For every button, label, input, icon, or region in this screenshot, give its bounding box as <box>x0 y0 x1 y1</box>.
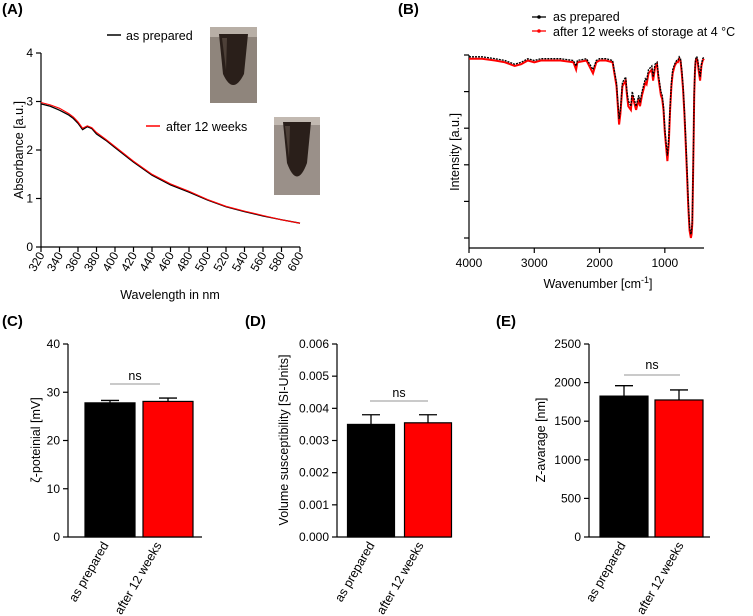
b-legend-marker-stored <box>537 29 541 33</box>
e-bar-stored <box>654 399 704 538</box>
b-xlabel-end: ] <box>649 277 652 291</box>
z-average-chart: 0 500 1000 1500 2000 2500 ns Z-avarage [nm] a… <box>534 337 710 616</box>
d-ytick-label: 0.001 <box>299 498 329 512</box>
b-legend-marker-prepared <box>537 15 541 19</box>
panel-label-a: (A) <box>2 1 23 18</box>
e-bar-prepared <box>599 395 649 538</box>
c-xlabel-prepared: as prepared <box>66 539 112 604</box>
e-ytick-label: 1000 <box>554 453 581 467</box>
d-ns-label: ns <box>392 386 405 400</box>
a-xtick-label: 580 <box>266 249 288 274</box>
a-xtick-label: 420 <box>118 249 140 274</box>
d-ytick-label: 0.004 <box>299 401 329 415</box>
panel-label-c: (C) <box>2 313 23 330</box>
e-ytick-label: 1500 <box>554 414 581 428</box>
e-ytick-label: 0 <box>574 530 581 544</box>
c-ytick-label: 40 <box>47 337 61 351</box>
b-ylabel: Intensity [a.u.] <box>448 113 462 191</box>
e-ylabel: Z-avarage [nm] <box>534 398 548 483</box>
b-xlabel-sup: -1 <box>641 275 649 285</box>
c-ylabel: ζ-poteinial [mV] <box>29 397 43 482</box>
c-ns-label: ns <box>128 369 141 383</box>
panel-label-e: (E) <box>496 313 516 330</box>
a-xtick-label: 560 <box>247 249 269 274</box>
a-xtick-label: 480 <box>173 249 195 274</box>
b-series-as-prepared <box>469 55 705 235</box>
volume-susceptibility-chart: 0.000 0.001 0.002 0.003 0.004 0.005 0.006 ns V… <box>277 337 453 616</box>
a-xtick-label: 460 <box>155 249 177 274</box>
a-ytick-label: 1 <box>26 192 33 206</box>
a-xtick-label: 600 <box>284 249 306 274</box>
e-ns-label: ns <box>645 358 658 372</box>
a-ylabel: Absorbance [a.u.] <box>12 101 26 199</box>
b-xtick-label: 1000 <box>651 256 678 270</box>
e-ytick-label: 2000 <box>554 376 581 390</box>
a-xtick-label: 380 <box>81 249 103 274</box>
a-xtick-label: 520 <box>210 249 232 274</box>
b-legend-stored: after 12 weeks of storage at 4 °C <box>553 25 735 39</box>
a-legend-stored: after 12 weeks <box>166 120 247 134</box>
c-xlabel-stored: after 12 weeks <box>112 540 165 616</box>
a-xtick-label: 440 <box>136 249 158 274</box>
a-xtick-label: 540 <box>229 249 251 274</box>
d-ytick-label: 0.000 <box>299 530 329 544</box>
d-ylabel: Volume susceptibility [SI-Units] <box>277 355 291 526</box>
c-ytick-label: 10 <box>47 482 61 496</box>
d-bar-prepared <box>346 423 396 538</box>
a-ytick-label: 2 <box>26 143 33 157</box>
zeta-potential-chart: 0 10 20 30 40 ns ζ-poteinial [mV] as prepare… <box>29 337 202 616</box>
d-xlabel-stored: after 12 weeks <box>374 540 427 616</box>
a-xtick-label: 500 <box>192 249 214 274</box>
a-ytick-label: 3 <box>26 95 33 109</box>
d-ytick-label: 0.006 <box>299 337 329 351</box>
panel-label-d: (D) <box>245 313 266 330</box>
e-ytick-label: 2500 <box>554 337 581 351</box>
tube-photo-prepared <box>210 27 257 103</box>
a-ytick-label: 0 <box>26 240 33 254</box>
e-xlabel-prepared: as prepared <box>583 539 629 604</box>
c-ytick-label: 20 <box>47 434 61 448</box>
a-xtick-label: 340 <box>44 249 66 274</box>
a-xlabel: Wavelength in nm <box>120 288 220 302</box>
a-legend-prepared: as prepared <box>126 29 193 43</box>
a-ytick-label: 4 <box>26 46 33 60</box>
b-legend-prepared: as prepared <box>553 10 620 24</box>
d-bar-stored <box>403 422 453 538</box>
a-series-after-12-weeks <box>40 101 301 224</box>
d-ytick-label: 0.003 <box>299 434 329 448</box>
d-ytick-label: 0.002 <box>299 466 329 480</box>
d-ytick-label: 0.005 <box>299 369 329 383</box>
c-ytick-label: 0 <box>53 530 60 544</box>
c-bar-prepared <box>84 402 136 538</box>
b-xtick-label: 3000 <box>521 256 548 270</box>
b-xlabel-main: Wavenumber [cm <box>544 277 641 291</box>
ir-spectrum-chart: 4000 3000 2000 1000 Intensity [a.u.] Wavenu… <box>448 10 735 291</box>
panel-label-b: (B) <box>398 1 419 18</box>
d-xlabel-prepared: as prepared <box>332 539 378 604</box>
a-xtick-label: 400 <box>99 249 121 274</box>
b-xtick-label: 4000 <box>456 256 483 270</box>
b-xlabel: Wavenumber [cm-1] <box>544 275 653 291</box>
c-bar-stored <box>142 400 194 538</box>
b-xtick-label: 2000 <box>586 256 613 270</box>
a-xtick-label: 360 <box>62 249 84 274</box>
tube-photo-stored <box>274 117 320 195</box>
e-ytick-label: 500 <box>561 491 581 505</box>
b-series-after-storage <box>469 56 705 239</box>
c-ytick-label: 30 <box>47 385 61 399</box>
e-xlabel-stored: after 12 weeks <box>634 540 687 616</box>
